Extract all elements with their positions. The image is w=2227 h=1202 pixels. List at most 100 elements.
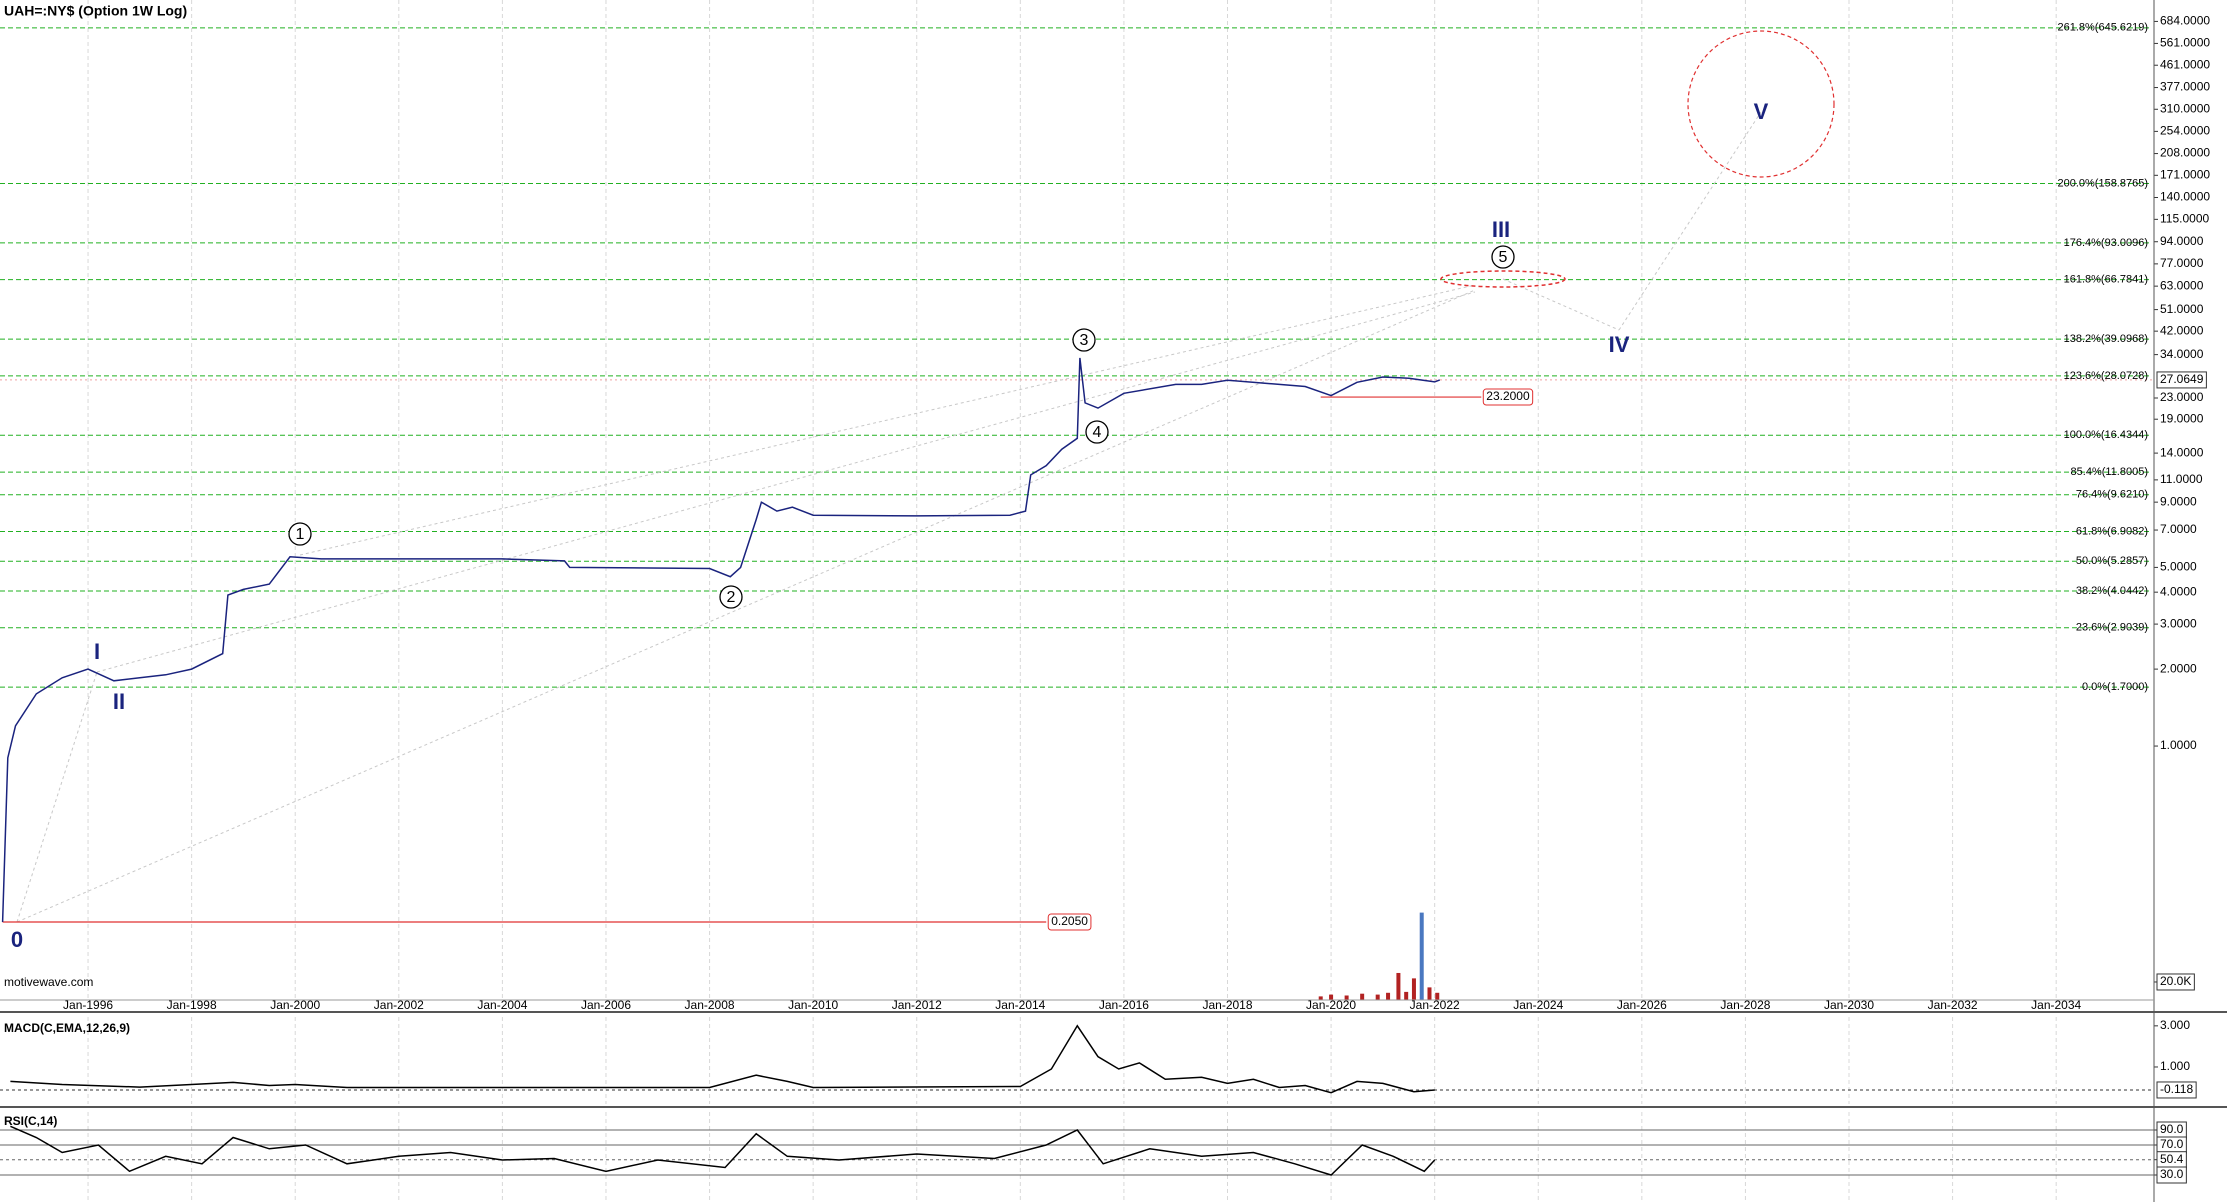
series-line bbox=[10, 1024, 1435, 1094]
wave-label: I bbox=[94, 639, 100, 664]
projection-line bbox=[299, 284, 1476, 556]
volume-bar bbox=[1386, 992, 1391, 1000]
wave-circle bbox=[719, 585, 743, 609]
y-tick-label: 310.0000 bbox=[2160, 101, 2210, 115]
wave-label: 0 bbox=[11, 927, 23, 952]
x-tick-label: Jan-2006 bbox=[581, 998, 631, 1012]
x-tick-label: Jan-2032 bbox=[1928, 998, 1978, 1012]
wave-label: IV bbox=[1609, 332, 1630, 357]
x-tick-label: Jan-2030 bbox=[1824, 998, 1874, 1012]
last-value-label: -0.118 bbox=[2160, 1082, 2193, 1096]
x-tick-label: Jan-2014 bbox=[995, 998, 1045, 1012]
wave-circle bbox=[1085, 420, 1109, 444]
watermark: motivewave.com bbox=[4, 975, 93, 989]
volume-bar bbox=[1360, 993, 1365, 1000]
y-tick-label: 208.0000 bbox=[2160, 146, 2210, 160]
y-tick-label: 30.0 bbox=[2160, 1167, 2184, 1181]
y-tick-label: 9.0000 bbox=[2160, 494, 2197, 508]
volume-tick-label-box bbox=[2156, 973, 2195, 991]
target-circle bbox=[1687, 30, 1835, 178]
y-tick-label: 63.0000 bbox=[2160, 278, 2204, 292]
y-tick-label: 3.000 bbox=[2160, 1018, 2190, 1032]
fib-label: 23.6%(2.9039) bbox=[2076, 622, 2148, 634]
wave-label: 3 bbox=[1080, 332, 1089, 349]
last-value-label-box bbox=[2156, 371, 2207, 389]
x-tick-label: Jan-2010 bbox=[788, 998, 838, 1012]
y-tick-label: 684.0000 bbox=[2160, 14, 2210, 28]
x-tick-label: Jan-1998 bbox=[167, 998, 217, 1012]
volume-tick-label: 20.0K bbox=[2160, 974, 2191, 988]
x-tick-label: Jan-2016 bbox=[1099, 998, 1149, 1012]
last-value-label-box bbox=[2156, 1081, 2197, 1099]
projection-line bbox=[16, 289, 1476, 923]
target-ellipse bbox=[1440, 270, 1566, 288]
x-tick-label: Jan-2024 bbox=[1513, 998, 1563, 1012]
fib-label: 176.4%(93.0096) bbox=[2064, 237, 2148, 249]
y-tick-label: 14.0000 bbox=[2160, 445, 2204, 459]
wave-label: II bbox=[113, 689, 125, 714]
y-tick-label: 115.0000 bbox=[2160, 212, 2209, 226]
y-tick-label: 4.0000 bbox=[2160, 584, 2197, 598]
y-tick-label: 90.0 bbox=[2160, 1122, 2184, 1136]
x-tick-label: Jan-2008 bbox=[685, 998, 735, 1012]
fib-label: 200.0%(158.8765) bbox=[2057, 177, 2148, 189]
projection-line bbox=[1618, 111, 1762, 331]
chart-title: UAH=:NY$ (Option 1W Log) bbox=[4, 3, 187, 19]
level-label: 0.2050 bbox=[1051, 914, 1088, 928]
volume-bar bbox=[1435, 992, 1440, 1000]
x-tick-label: Jan-2004 bbox=[477, 998, 527, 1012]
projection-line bbox=[96, 291, 1476, 673]
wave-label: 1 bbox=[296, 526, 305, 543]
y-tick-label: 5.0000 bbox=[2160, 560, 2197, 574]
macd-title: MACD(C,EMA,12,26,9) bbox=[4, 1021, 130, 1035]
fib-label: 85.4%(11.8005) bbox=[2071, 466, 2148, 478]
y-tick-label: 2.0000 bbox=[2160, 661, 2197, 675]
y-tick-label: 254.0000 bbox=[2160, 124, 2210, 138]
fib-label: 76.4%(9.6210) bbox=[2076, 489, 2148, 501]
x-tick-label: Jan-2018 bbox=[1202, 998, 1252, 1012]
fib-label: 261.8%(645.6219) bbox=[2057, 22, 2148, 34]
x-tick-label: Jan-2002 bbox=[374, 998, 424, 1012]
y-tick-label: 461.0000 bbox=[2160, 57, 2210, 71]
wave-label: 4 bbox=[1093, 424, 1102, 441]
volume-bar bbox=[1411, 978, 1416, 1000]
y-tick-label: 34.0000 bbox=[2160, 347, 2204, 361]
wave-circle bbox=[288, 522, 312, 546]
wave-label: III bbox=[1492, 217, 1510, 242]
fib-label: 61.8%(6.9082) bbox=[2076, 525, 2148, 537]
fib-label: 138.2%(39.0968) bbox=[2064, 333, 2148, 345]
fib-label: 38.2%(4.0442) bbox=[2076, 585, 2148, 597]
level-label-box bbox=[1047, 913, 1092, 931]
fib-label: 0.0%(1.7000) bbox=[2082, 681, 2148, 693]
y-tick-label: 23.0000 bbox=[2160, 390, 2204, 404]
volume-bar bbox=[1318, 996, 1323, 1000]
y-tick-label: 51.0000 bbox=[2160, 302, 2204, 316]
y-tick-label: 561.0000 bbox=[2160, 36, 2210, 50]
level-label-box bbox=[1482, 388, 1534, 406]
marks-layer bbox=[1, 357, 1482, 1176]
y-tick-label: 42.0000 bbox=[2160, 323, 2204, 337]
fib-label: 123.6%(28.0728) bbox=[2064, 370, 2148, 382]
rsi-title: RSI(C,14) bbox=[4, 1114, 57, 1128]
volume-bar bbox=[1344, 995, 1349, 1000]
y-tick-label: 11.0000 bbox=[2160, 472, 2203, 486]
label-layer: Jan-1996 Jan-1998 Jan-2000 Jan-2002 Jan-2004… bbox=[11, 14, 2210, 1184]
wave-circle bbox=[1491, 245, 1515, 269]
y-tick-label: 7.0000 bbox=[2160, 522, 2197, 536]
fib-label: 100.0%(16.4344) bbox=[2064, 429, 2148, 441]
y-tick-label: 140.0000 bbox=[2160, 190, 2210, 204]
volume-bar bbox=[1375, 994, 1380, 1000]
wave-label: 5 bbox=[1499, 249, 1508, 266]
level-label: 23.2000 bbox=[1486, 389, 1530, 403]
x-tick-label: Jan-1996 bbox=[63, 998, 113, 1012]
y-tick-label: 70.0 bbox=[2160, 1137, 2184, 1151]
volume-bar bbox=[1404, 991, 1409, 1000]
x-tick-label: Jan-2000 bbox=[270, 998, 320, 1012]
y-tick-label: 377.0000 bbox=[2160, 80, 2210, 94]
grid-layer bbox=[0, 0, 2158, 1202]
wave-circle bbox=[1072, 328, 1096, 352]
wave-label: 2 bbox=[727, 589, 736, 606]
fib-label: 50.0%(5.2857) bbox=[2076, 555, 2148, 567]
series-line bbox=[10, 1125, 1436, 1176]
x-tick-label: Jan-2012 bbox=[892, 998, 942, 1012]
